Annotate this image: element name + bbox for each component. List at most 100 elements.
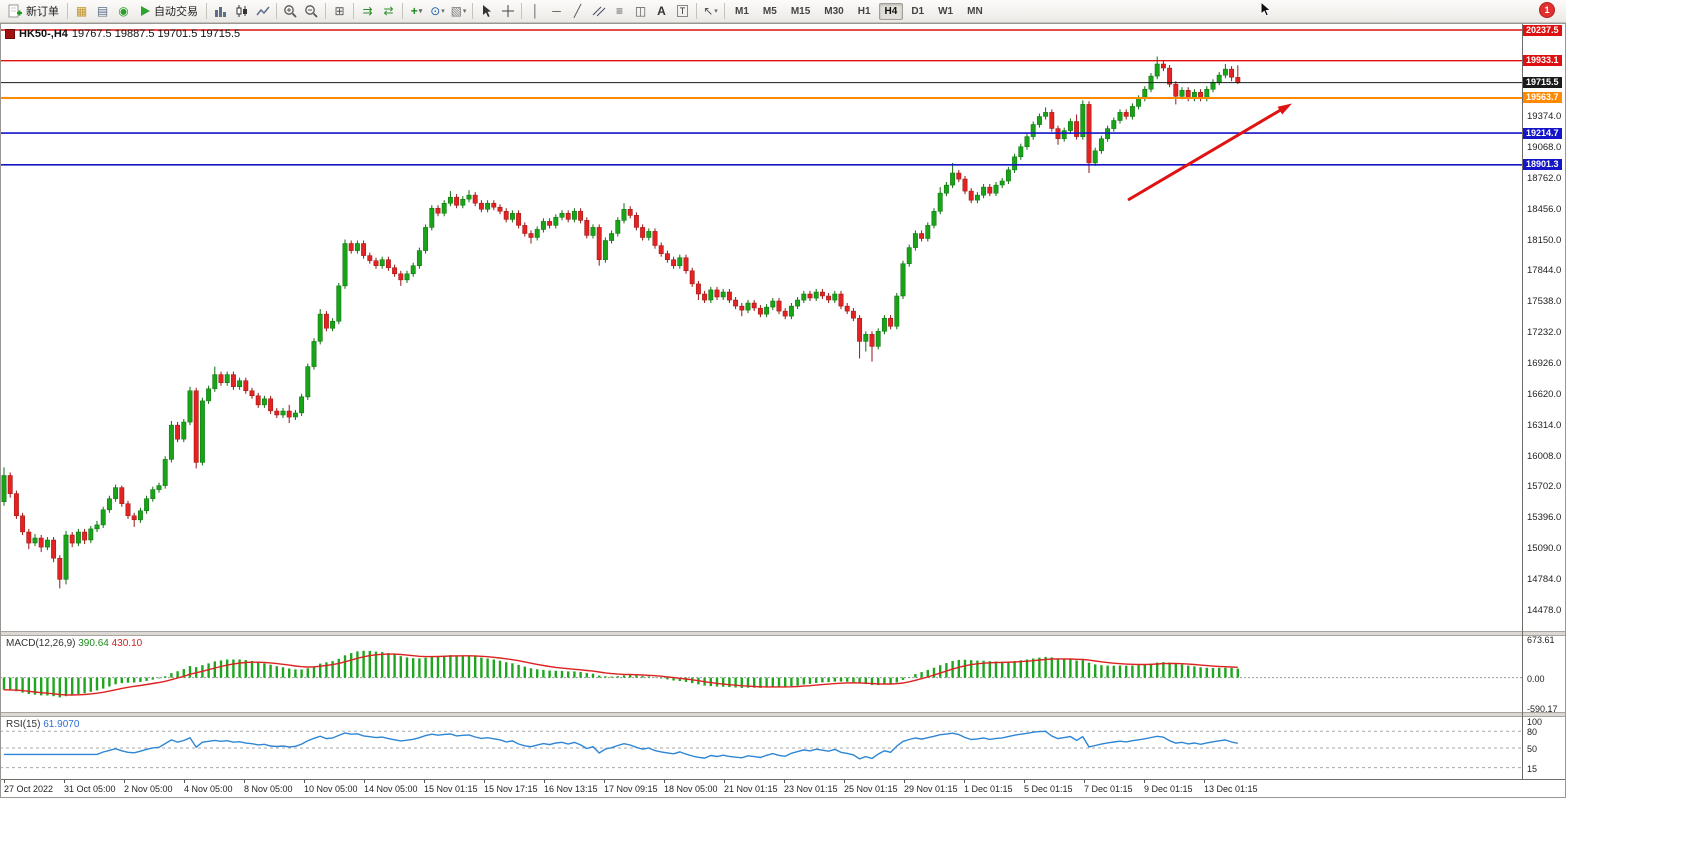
time-axis-tick xyxy=(1024,780,1025,783)
time-axis-label: 1 Dec 01:15 xyxy=(964,784,1013,794)
price-level-label-support-line-blue-2: 18901.3 xyxy=(1523,159,1562,171)
axis-divider xyxy=(1522,24,1523,779)
auto-scroll-icon[interactable]: ⇉ xyxy=(362,4,373,18)
text-icon[interactable]: A xyxy=(657,4,666,18)
time-axis-tick xyxy=(424,780,425,783)
price-axis-label: 14784.0 xyxy=(1527,573,1562,585)
tab-timeframe-m1[interactable]: M1 xyxy=(735,5,749,17)
text-label-icon[interactable]: T xyxy=(672,0,693,22)
panel-splitter[interactable] xyxy=(0,631,1566,636)
timeframe-group: M1 M5 M15 M30 H1 H4 D1 W1 MN xyxy=(728,2,990,20)
symbol-title: HK50-,H4 xyxy=(19,28,68,40)
time-axis-tick xyxy=(184,780,185,783)
main-chart[interactable]: HK50-,H4 19767.5 19887.5 19701.5 19715.5 xyxy=(0,24,1522,633)
charts-icon[interactable]: ▦ xyxy=(75,4,88,18)
bar-chart-icon[interactable] xyxy=(210,0,231,22)
toolbar-separator xyxy=(67,3,68,19)
time-axis-tick xyxy=(844,780,845,783)
zoom-in-icon[interactable] xyxy=(280,0,301,22)
symbol-icon xyxy=(5,29,15,39)
time-axis-label: 4 Nov 05:00 xyxy=(184,784,233,794)
rsi-chart-canvas xyxy=(0,730,1522,769)
zoom-out-icon[interactable] xyxy=(301,0,322,22)
dropdown-caret-icon: ▾ xyxy=(418,8,423,15)
tile-windows-icon[interactable]: ⊞ xyxy=(334,4,345,18)
price-level-label-resistance-line-1: 20237.5 xyxy=(1523,24,1562,36)
toolbar-separator xyxy=(276,3,277,19)
time-axis-label: 16 Nov 13:15 xyxy=(544,784,598,794)
price-axis[interactable]: 19374.0 19068.0 18762.0 18456.0 18150.0 17844… xyxy=(1523,24,1565,633)
channel-icon[interactable] xyxy=(588,0,609,22)
time-axis-label: 13 Dec 01:15 xyxy=(1204,784,1258,794)
cycle-lines-icon[interactable]: ◫ xyxy=(634,4,647,18)
tab-timeframe-m15[interactable]: M15 xyxy=(790,5,811,17)
price-level-label-support-line-orange: 19563.7 xyxy=(1523,92,1562,104)
chart-shift-icon[interactable]: ⇄ xyxy=(383,4,394,18)
tab-timeframe-m30[interactable]: M30 xyxy=(824,5,844,17)
time-axis-label: 8 Nov 05:00 xyxy=(244,784,293,794)
price-level-label-current-price-line: 19715.5 xyxy=(1523,77,1562,89)
indicators-icon[interactable]: + ▾ xyxy=(410,4,423,18)
fibonacci-icon[interactable]: ≡ xyxy=(615,4,623,18)
time-axis-label: 27 Oct 2022 xyxy=(4,784,54,794)
new-order-button[interactable]: 新订单 xyxy=(3,0,64,22)
candlestick-chart-canvas xyxy=(0,29,1522,589)
time-axis-label: 17 Nov 09:15 xyxy=(604,784,658,794)
price-axis-label: 19374.0 xyxy=(1527,111,1562,123)
tab-timeframe-h4[interactable]: H4 xyxy=(878,2,904,20)
tab-timeframe-mn[interactable]: MN xyxy=(967,5,983,17)
macd-value: 390.64 xyxy=(78,638,109,649)
new-order-label: 新订单 xyxy=(26,6,59,18)
line-chart-icon[interactable] xyxy=(252,0,273,22)
time-axis-label: 25 Nov 01:15 xyxy=(844,784,898,794)
periods-icon[interactable]: ⊙ ▾ xyxy=(430,4,445,18)
toolbar-separator xyxy=(521,3,522,19)
time-axis-tick xyxy=(1084,780,1085,783)
rsi-title: RSI(15) xyxy=(6,719,41,730)
print-icon[interactable]: ▤ xyxy=(96,4,109,18)
notification-badge[interactable]: 1 xyxy=(1540,3,1554,17)
price-level-label-support-line-blue-1: 19214.7 xyxy=(1523,127,1562,139)
cursor-icon[interactable] xyxy=(476,0,497,22)
arrows-icon[interactable]: ↖ ▾ xyxy=(703,4,718,18)
macd-signal-value: 430.10 xyxy=(111,638,143,649)
rsi-axis: 100 80 50 15 xyxy=(1523,717,1565,778)
time-axis-tick xyxy=(904,780,905,783)
horizontal-line-icon[interactable]: ─ xyxy=(552,4,561,18)
dropdown-caret-icon: ▾ xyxy=(714,8,718,15)
rsi-panel[interactable]: RSI(15) 61.9070 xyxy=(0,717,1522,778)
dropdown-caret-icon: ▾ xyxy=(462,8,467,15)
panel-splitter[interactable] xyxy=(0,712,1566,717)
macd-panel[interactable]: MACD(12,26,9) 390.64 430.10 xyxy=(0,636,1522,711)
time-axis-tick xyxy=(604,780,605,783)
tab-timeframe-h1[interactable]: H1 xyxy=(857,5,871,17)
tab-timeframe-w1[interactable]: W1 xyxy=(938,5,954,17)
templates-icon[interactable]: ▧ ▾ xyxy=(450,4,467,18)
macd-axis: 673.61 0.00 -590.17 xyxy=(1523,635,1565,714)
time-axis-tick xyxy=(64,780,65,783)
time-axis-label: 10 Nov 05:00 xyxy=(304,784,358,794)
sound-icon[interactable]: ◉ xyxy=(118,4,129,18)
tab-timeframe-d1[interactable]: D1 xyxy=(911,5,925,17)
price-axis-label: 18150.0 xyxy=(1527,234,1562,246)
candlestick-chart-icon[interactable] xyxy=(231,0,252,22)
time-axis-tick xyxy=(124,780,125,783)
time-axis-label: 23 Nov 01:15 xyxy=(784,784,838,794)
time-axis-tick xyxy=(1204,780,1205,783)
time-axis[interactable]: 27 Oct 2022 31 Oct 05:00 2 Nov 05:00 4 Nov … xyxy=(0,779,1566,798)
macd-chart-canvas xyxy=(0,650,1522,698)
time-axis-tick xyxy=(1144,780,1145,783)
price-axis-label: 18456.0 xyxy=(1527,203,1562,215)
symbol-info: HK50-,H4 19767.5 19887.5 19701.5 19715.5 xyxy=(5,28,240,40)
macd-axis-label: -590.17 xyxy=(1527,704,1558,714)
vertical-line-icon[interactable]: │ xyxy=(531,4,540,18)
time-axis-label: 15 Nov 17:15 xyxy=(484,784,538,794)
tab-timeframe-m5[interactable]: M5 xyxy=(762,5,777,17)
macd-title: MACD(12,26,9) xyxy=(6,638,76,649)
crosshair-icon[interactable] xyxy=(497,0,518,22)
new-order-icon xyxy=(8,3,23,19)
autotrading-button[interactable]: 自动交易 xyxy=(134,0,203,22)
toolbar-separator xyxy=(402,3,403,19)
autotrading-label: 自动交易 xyxy=(154,6,198,18)
trendline-icon[interactable]: ╱ xyxy=(573,4,582,18)
